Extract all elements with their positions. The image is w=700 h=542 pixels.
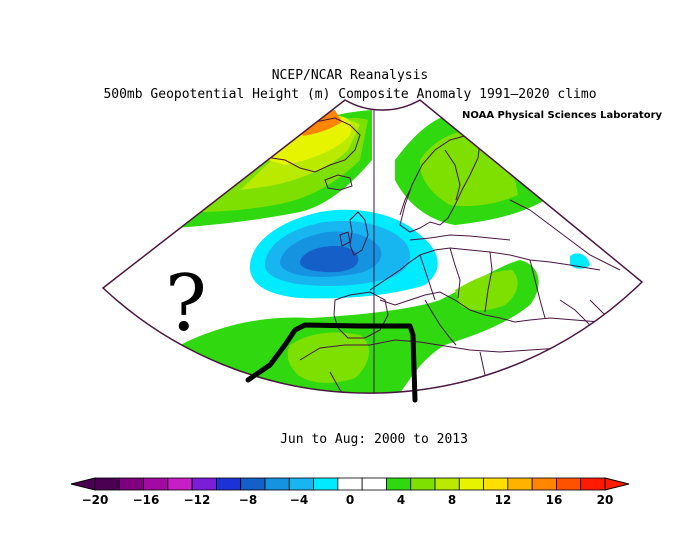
colorbar: −20 −16 −12 −8 −4 0 4 8 12 16 20 [70, 477, 630, 507]
colorbar-tick-label: 8 [448, 493, 456, 507]
colorbar-swatch [216, 477, 242, 491]
colorbar-tick-label: −12 [184, 493, 211, 507]
colorbar-tick-label: 20 [597, 493, 614, 507]
colorbar-swatch [94, 477, 120, 491]
colorbar-tick-label: −4 [290, 493, 308, 507]
colorbar-swatch [410, 477, 436, 491]
colorbar-tick-label: 4 [397, 493, 405, 507]
colorbar-tick-label: 0 [346, 493, 354, 507]
colorbar-swatch [483, 477, 509, 491]
colorbar-tick-label: 16 [546, 493, 563, 507]
colorbar-tick-label: −20 [82, 493, 109, 507]
colorbar-tick-label: −8 [239, 493, 257, 507]
question-mark: ? [165, 259, 207, 349]
colorbar-swatch [337, 477, 363, 491]
colorbar-swatch [531, 477, 557, 491]
colorbar-swatch [191, 477, 217, 491]
colorbar-swatch [167, 477, 193, 491]
map-boundary [101, 99, 644, 394]
map-title-line1: NCEP/NCAR Reanalysis [271, 68, 429, 83]
colorbar-swatch [361, 477, 387, 491]
colorbar-swatch [580, 477, 606, 491]
hand-drawn-outline [245, 322, 418, 403]
colorbar-swatch [507, 477, 533, 491]
colorbar-swatch [434, 477, 460, 491]
colorbar-tick-label: 12 [495, 493, 512, 507]
colorbar-swatch [386, 477, 412, 491]
colorbar-swatch [458, 477, 484, 491]
colorbar-swatch [288, 477, 314, 491]
colorbar-swatch [313, 477, 339, 491]
colorbar-swatch [264, 477, 290, 491]
colorbar-swatch [556, 477, 582, 491]
colorbar-tick-label: −16 [133, 493, 160, 507]
map-title-line2: 500mb Geopotential Height (m) Composite … [103, 87, 597, 102]
colorbar-swatch [118, 477, 144, 491]
colorbar-swatch [240, 477, 266, 491]
hand-annotation [245, 322, 418, 403]
source-label: NOAA Physical Sciences Laboratory [462, 110, 663, 121]
colorbar-swatch [143, 477, 169, 491]
colorbar-left-arrow [70, 477, 96, 491]
colorbar-right-arrow [604, 477, 630, 491]
period-label: Jun to Aug: 2000 to 2013 [280, 432, 468, 447]
